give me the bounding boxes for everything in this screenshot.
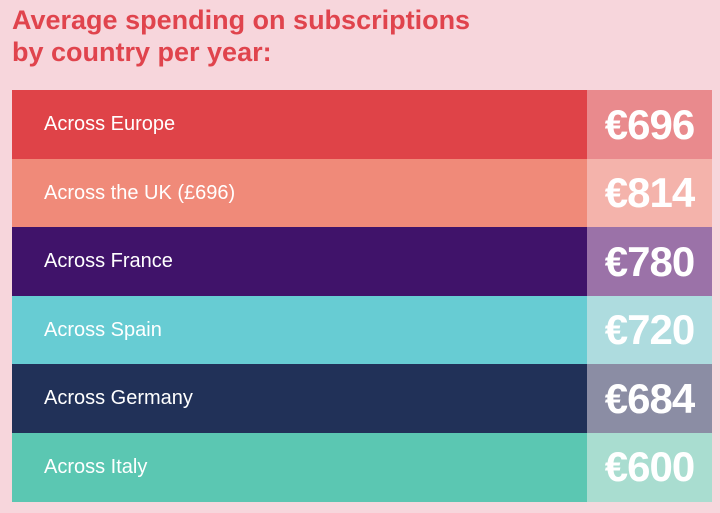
- spending-value-cell: €684: [587, 364, 712, 433]
- table-row: Across Europe €696: [12, 90, 712, 159]
- spending-value-cell: €696: [587, 90, 712, 159]
- chart-title: Average spending on subscriptions by cou…: [12, 4, 712, 68]
- table-row: Across France €780: [12, 227, 712, 296]
- country-label-cell: Across France: [12, 227, 587, 296]
- table-row: Across Spain €720: [12, 295, 712, 365]
- table-row: Across Italy €600: [12, 432, 712, 502]
- spending-value: €696: [604, 100, 695, 148]
- chart-title-line-1: Average spending on subscriptions: [12, 5, 471, 35]
- country-label: Across France: [44, 250, 173, 272]
- country-label: Across Europe: [44, 113, 176, 135]
- spending-value-cell: €600: [587, 432, 712, 502]
- spending-value-cell: €720: [587, 295, 712, 365]
- spending-value: €720: [604, 306, 695, 353]
- country-label: Across Italy: [44, 455, 148, 478]
- country-label-cell: Across the UK (£696): [12, 158, 587, 228]
- spending-table: Across Europe €696 Across the UK (£696) €81…: [12, 90, 712, 502]
- country-label-cell: Across Europe: [12, 90, 587, 159]
- table-row: Across the UK (£696) €814: [12, 158, 712, 228]
- country-label-cell: Across Spain: [12, 295, 587, 365]
- spending-value: €780: [604, 237, 695, 285]
- spending-value-cell: €780: [587, 227, 712, 296]
- spending-value: €600: [604, 443, 695, 490]
- chart-title-line-2: by country per year:: [12, 37, 272, 67]
- country-label: Across Spain: [44, 318, 162, 341]
- country-label-cell: Across Germany: [12, 364, 587, 433]
- country-label: Across the UK (£696): [44, 181, 236, 204]
- spending-value: €684: [604, 374, 695, 422]
- spending-value: €814: [604, 169, 695, 216]
- country-label-cell: Across Italy: [12, 432, 587, 502]
- spending-value-cell: €814: [587, 158, 712, 228]
- table-row: Across Germany €684: [12, 364, 712, 433]
- country-label: Across Germany: [44, 387, 193, 409]
